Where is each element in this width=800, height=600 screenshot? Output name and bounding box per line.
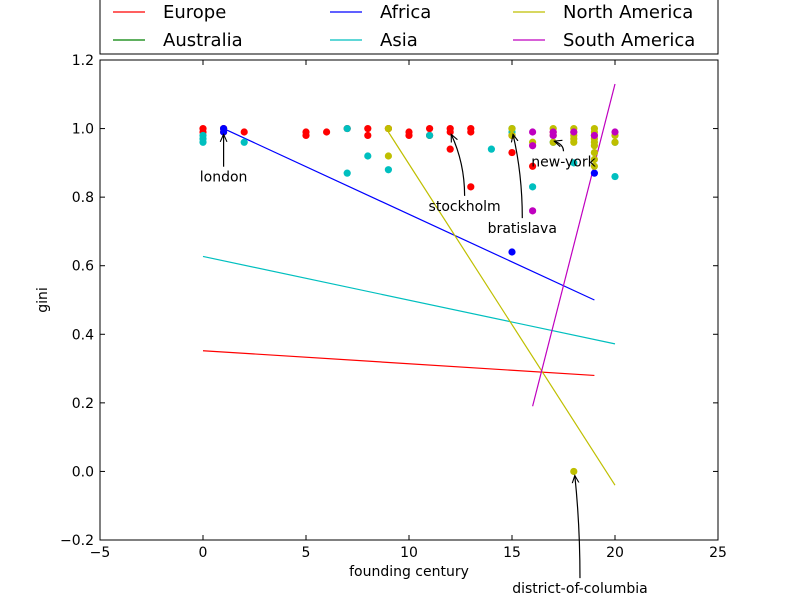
y-tick-label: 0.8 [72,190,94,206]
data-point-north-america [570,467,578,476]
annotation-arrow [575,475,581,579]
data-point-europe [323,128,331,136]
x-tick-label: −5 [90,545,111,561]
y-axis-label: gini [35,287,51,313]
data-point-south-america [590,131,599,140]
data-point-north-america [590,162,599,170]
data-point-europe [405,131,413,140]
data-point-north-america [508,131,516,140]
data-point-europe [467,128,475,136]
annotation-new-york: new-york [531,154,596,170]
data-point-asia [343,169,351,177]
annotation-stockholm: stockholm [429,199,501,215]
data-point-north-america [384,124,392,133]
x-tick-label: 5 [302,545,311,561]
y-tick-label: 1.0 [72,122,94,138]
y-tick-label: 0.2 [72,396,94,412]
annotation-bratislava: bratislava [488,221,557,237]
data-point-asia [611,172,619,181]
legend-label-asia: Asia [380,30,418,51]
data-point-asia [199,138,207,146]
data-point-europe [467,183,475,191]
trend-line-asia [202,255,616,345]
y-tick-label: −0.2 [60,533,94,549]
data-point-asia [343,124,351,133]
data-point-north-america [611,138,619,146]
y-tick-label: 0.0 [72,464,94,480]
legend-label-north-america: North America [563,2,693,23]
data-point-europe [529,162,537,170]
data-point-asia [570,159,578,167]
annotation-london: london [200,170,248,186]
data-point-south-america [529,142,537,150]
data-point-europe [446,128,454,136]
data-point-north-america [590,142,599,150]
x-tick-label: 25 [709,545,727,561]
trend-line-south-america [532,83,616,407]
x-tick-label: 20 [606,545,624,561]
trend-line-europe [202,350,595,377]
data-point-north-america [590,155,599,164]
data-point-asia [529,183,537,191]
data-point-europe [508,148,516,157]
annotation-arrow [554,141,565,152]
data-point-europe [364,124,372,133]
data-point-asia [426,131,434,140]
data-point-south-america [529,128,537,136]
data-point-north-america [570,138,578,146]
data-point-asia [487,145,495,153]
data-point-europe [240,128,248,136]
x-tick-label: 15 [503,545,521,561]
data-point-north-america [508,124,516,133]
data-point-africa [590,169,599,177]
data-point-europe [364,131,372,140]
data-point-south-america [611,128,619,136]
x-tick-label: 0 [199,545,208,561]
trend-line-north-america [387,131,616,486]
data-point-south-america [570,128,578,136]
data-point-asia [384,166,392,174]
data-point-europe [426,124,434,133]
annotation-arrow [451,134,466,196]
data-point-north-america [590,148,599,157]
x-axis-label: founding century [349,564,469,580]
data-point-asia [240,138,248,146]
legend-label-australia: Australia [163,30,243,51]
data-point-africa [508,248,516,256]
data-point-asia [364,152,372,160]
data-point-north-america [384,152,392,160]
y-tick-label: 1.2 [72,53,94,69]
data-point-europe [302,131,310,140]
x-tick-label: 10 [400,545,418,561]
annotation-district-of-columbia: district-of-columbia [512,581,648,597]
legend-label-south-america: South America [563,30,695,51]
legend-label-europe: Europe [163,2,226,23]
y-tick-label: 0.6 [72,259,94,275]
data-point-south-america [529,207,537,215]
trend-line-africa [223,128,595,301]
data-point-europe [446,145,454,153]
annotation-arrow [513,134,523,219]
data-point-south-america [549,131,557,140]
y-tick-label: 0.4 [72,327,94,343]
legend-label-africa: Africa [380,2,431,23]
legend-box [99,0,719,55]
